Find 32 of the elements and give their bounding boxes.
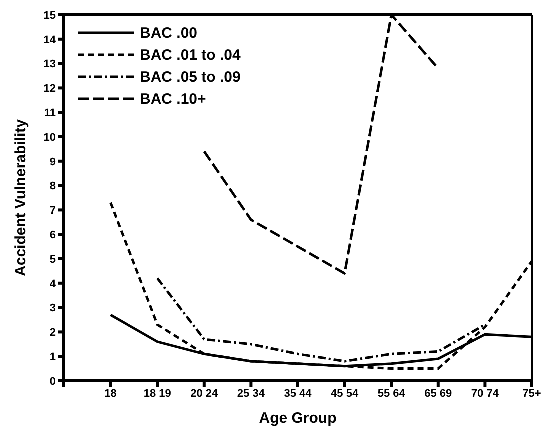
x-tick-label: 18 19 xyxy=(144,388,172,400)
y-tick-label: 15 xyxy=(44,10,56,22)
x-tick-label: 20 24 xyxy=(190,388,220,400)
x-tick-label: 25 34 xyxy=(237,388,266,400)
y-tick-label: 8 xyxy=(50,180,56,193)
y-tick-label: 14 xyxy=(44,34,57,46)
y-tick-label: 12 xyxy=(44,83,56,96)
y-tick-label: 11 xyxy=(44,108,56,120)
legend-label: BAC .01 to .04 xyxy=(140,46,241,64)
legend-label: BAC .05 to .09 xyxy=(140,68,241,86)
y-tick-label: 5 xyxy=(50,254,56,266)
y-tick-label: 6 xyxy=(50,230,56,242)
y-tick-label: 1 xyxy=(50,352,56,364)
legend-label: BAC .10+ xyxy=(140,90,206,108)
y-tick-label: 7 xyxy=(50,205,56,218)
y-tick-label: 0 xyxy=(50,376,56,388)
y-tick-label: 13 xyxy=(44,58,56,71)
x-tick-label: 35 44 xyxy=(284,388,313,400)
x-tick-label: 65 69 xyxy=(424,388,452,400)
x-tick-label: 70 74 xyxy=(471,388,500,400)
x-tick-label: 18 xyxy=(104,388,117,400)
y-tick-label: 9 xyxy=(50,156,56,168)
y-axis-title: Accident Vulnerability xyxy=(12,118,30,276)
y-tick-label: 10 xyxy=(44,132,56,144)
x-tick-label: 45 54 xyxy=(331,388,360,400)
legend-label: BAC .00 xyxy=(140,24,198,42)
y-tick-label: 3 xyxy=(50,302,56,315)
y-tick-label: 2 xyxy=(50,327,56,340)
x-tick-label: 55 64 xyxy=(378,388,406,400)
x-tick-label: 75+ xyxy=(522,388,542,400)
x-axis-title: Age Group xyxy=(259,410,337,427)
y-tick-label: 4 xyxy=(50,278,57,290)
